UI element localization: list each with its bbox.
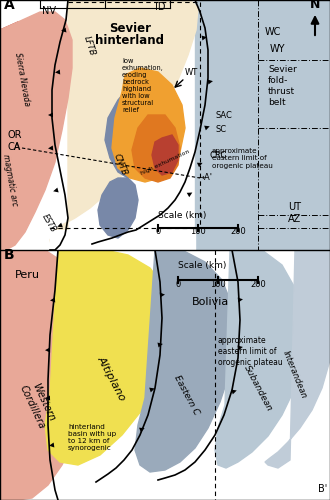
Text: Peru: Peru	[15, 270, 40, 280]
Polygon shape	[0, 12, 72, 250]
Polygon shape	[149, 388, 155, 392]
Polygon shape	[112, 68, 185, 182]
Text: SC: SC	[215, 125, 226, 134]
Text: →A': →A'	[198, 173, 213, 182]
Polygon shape	[49, 442, 54, 448]
Text: Bolivia: Bolivia	[192, 297, 229, 307]
Text: ID: ID	[155, 2, 166, 12]
Text: CRC: CRC	[210, 151, 227, 160]
Polygon shape	[202, 36, 207, 41]
Text: OR: OR	[7, 130, 21, 140]
Polygon shape	[208, 80, 213, 84]
Text: magmatic arc: magmatic arc	[1, 154, 19, 207]
Text: Sevier: Sevier	[109, 22, 151, 35]
Text: Eastern C: Eastern C	[172, 374, 204, 422]
Text: 100: 100	[210, 280, 226, 289]
Text: Western
Cordillera: Western Cordillera	[18, 379, 58, 431]
Text: A: A	[14, 143, 20, 152]
Text: 100: 100	[190, 227, 206, 236]
Text: approximate
eastern limit of
orogenic plateau: approximate eastern limit of orogenic pl…	[212, 148, 273, 169]
Text: WT: WT	[185, 68, 198, 77]
Polygon shape	[152, 135, 178, 175]
Text: Interandean: Interandean	[281, 350, 309, 401]
Text: Sevier
fold-
thrust
belt: Sevier fold- thrust belt	[268, 64, 297, 107]
Text: hinterland: hinterland	[95, 34, 164, 47]
Text: ESTB: ESTB	[40, 212, 58, 234]
Polygon shape	[215, 250, 302, 468]
Polygon shape	[0, 0, 330, 250]
Text: B': B'	[318, 484, 327, 494]
Text: 200: 200	[230, 227, 246, 236]
Text: A: A	[4, 0, 15, 12]
Text: approximate
eastern limit of
orogenic plateau: approximate eastern limit of orogenic pl…	[218, 336, 283, 367]
Text: WY: WY	[270, 44, 285, 54]
Polygon shape	[135, 250, 235, 472]
Polygon shape	[0, 22, 38, 250]
Text: N: N	[310, 0, 320, 11]
Text: Sierra Nevada: Sierra Nevada	[13, 52, 31, 107]
Text: Altiplano: Altiplano	[96, 354, 128, 402]
Text: UT: UT	[288, 202, 301, 212]
Polygon shape	[45, 348, 50, 352]
Polygon shape	[98, 178, 138, 238]
Polygon shape	[48, 112, 53, 117]
Polygon shape	[197, 162, 203, 168]
Text: low
exhumation,
eroding
bedrock
highland
with low
structural
relief: low exhumation, eroding bedrock highland…	[122, 58, 164, 113]
Polygon shape	[0, 250, 330, 500]
Text: 0: 0	[155, 227, 161, 236]
Text: WC: WC	[265, 27, 281, 37]
Text: B: B	[4, 248, 15, 262]
Polygon shape	[50, 0, 198, 250]
Text: Scale (km): Scale (km)	[158, 211, 206, 220]
Text: CA: CA	[7, 142, 20, 152]
Polygon shape	[0, 250, 90, 500]
Polygon shape	[50, 298, 55, 302]
Polygon shape	[0, 250, 30, 500]
Text: AZ: AZ	[288, 214, 301, 224]
Text: 0: 0	[175, 280, 181, 289]
Polygon shape	[45, 396, 50, 400]
Polygon shape	[187, 192, 192, 197]
Polygon shape	[195, 0, 330, 250]
Text: CNTB: CNTB	[112, 152, 129, 177]
Text: high exhumation: high exhumation	[140, 149, 190, 176]
Text: Subandean: Subandean	[242, 364, 274, 412]
Polygon shape	[50, 230, 195, 250]
Polygon shape	[157, 342, 163, 347]
Polygon shape	[55, 70, 60, 74]
Polygon shape	[160, 292, 165, 298]
Polygon shape	[139, 428, 145, 432]
Polygon shape	[61, 28, 66, 32]
Polygon shape	[48, 146, 53, 150]
Polygon shape	[0, 250, 70, 500]
Text: hinterland
basin with up
to 12 km of
synorogenic: hinterland basin with up to 12 km of syn…	[68, 424, 116, 451]
Polygon shape	[105, 85, 152, 178]
Polygon shape	[238, 346, 243, 350]
Text: SAC: SAC	[215, 111, 232, 120]
Polygon shape	[57, 222, 63, 228]
Polygon shape	[45, 250, 172, 465]
Polygon shape	[204, 126, 210, 130]
Text: NV: NV	[42, 6, 56, 16]
Polygon shape	[231, 390, 237, 394]
Polygon shape	[53, 188, 59, 192]
Polygon shape	[238, 298, 243, 302]
Polygon shape	[132, 115, 180, 182]
Text: 200: 200	[250, 280, 266, 289]
Polygon shape	[265, 250, 330, 468]
Text: LFTB: LFTB	[82, 35, 97, 57]
Text: Scale (km): Scale (km)	[178, 261, 226, 270]
